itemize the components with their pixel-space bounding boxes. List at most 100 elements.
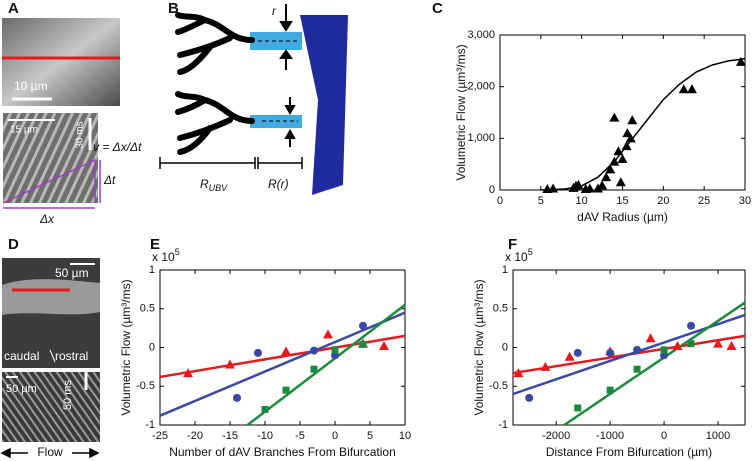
point [735, 56, 746, 66]
point [633, 345, 642, 354]
point [605, 164, 616, 174]
panel-label: F [508, 236, 517, 253]
panel-label: C [432, 0, 443, 17]
point [574, 404, 582, 412]
panel-label: A [8, 0, 19, 17]
x-tick-label: -25 [152, 430, 168, 442]
x-tick-label: 0 [497, 195, 503, 207]
divider [49, 349, 56, 363]
multiplier-base: x 10 [505, 250, 528, 264]
point [622, 128, 633, 138]
dt-label: Δt [103, 173, 116, 187]
point [713, 338, 724, 348]
kymograph [3, 113, 98, 203]
scale-label: 10 µm [14, 79, 48, 93]
x-tick-label: 10 [399, 430, 411, 442]
x-tick-label: -10 [257, 430, 273, 442]
point [660, 346, 668, 354]
y-tick-label: 0 [149, 341, 155, 353]
rubv-base: R [200, 177, 209, 191]
x-tick-label: 15 [616, 195, 628, 207]
x-tick-label: -1000 [596, 430, 624, 442]
y-axis-label: Volumetric Flow (µm³/ms) [119, 279, 133, 415]
point [331, 346, 339, 354]
x-tick-label: 20 [657, 195, 669, 207]
rr-label: R(r) [268, 177, 289, 191]
flow-label: Flow [37, 445, 63, 459]
point [254, 348, 262, 357]
x-tick-label: 0 [332, 430, 338, 442]
multiplier-exponent: 5 [528, 247, 533, 257]
point [613, 146, 624, 156]
point [379, 340, 389, 350]
y-axis-label: Volumetric Flow (µm³/ms) [454, 44, 468, 180]
point [633, 365, 641, 373]
plot-frame [512, 269, 746, 426]
point [687, 321, 696, 330]
point [573, 348, 582, 357]
x-tick-label: -15 [222, 430, 238, 442]
x-tick-label: -20 [187, 430, 203, 442]
point [310, 346, 318, 355]
point [645, 333, 656, 343]
point [513, 368, 524, 378]
x-axis-label: dAV Radius (µm) [577, 210, 668, 224]
x-tick-label: 30 [739, 195, 751, 207]
y-tick-label: 0.5 [493, 303, 508, 315]
y-tick-label: 3,000 [467, 29, 495, 41]
y-tick-label: 0 [489, 184, 495, 196]
x-tick-label: 0 [661, 430, 667, 442]
point [686, 84, 697, 94]
equation: v = Δx/Δt [93, 140, 142, 154]
x-axis-label: Distance From Bifurcation (µm) [546, 445, 712, 459]
point [310, 365, 318, 373]
panel-label: B [168, 0, 179, 17]
kymograph [2, 372, 100, 442]
time-label: 30 ms [75, 121, 86, 148]
point [609, 156, 620, 166]
point [548, 183, 559, 193]
point [621, 141, 632, 151]
triangle [2, 158, 96, 204]
panel-label: E [150, 236, 160, 253]
y-tick-label: 2,000 [467, 81, 495, 93]
point [282, 386, 290, 394]
scale-label: 50 µm [55, 266, 89, 280]
multiplier-exponent: 5 [175, 247, 180, 257]
point [609, 112, 620, 122]
panel-label: D [8, 236, 19, 253]
x-axis-label: Number of dAV Branches From Bifurcation [169, 445, 396, 459]
time-label: 50 ms [62, 380, 74, 410]
point [573, 179, 584, 189]
point [625, 133, 636, 143]
y-tick-label: -1 [498, 419, 508, 431]
image [2, 18, 120, 106]
arrows [279, 4, 296, 147]
y-tick-label: -0.5 [136, 380, 155, 392]
x-tick-label: 1000 [706, 430, 730, 442]
point [726, 340, 737, 350]
y-multiplier: x 105 [152, 247, 180, 264]
point [617, 154, 628, 163]
y-multiplier: x 105 [505, 247, 533, 264]
point [606, 386, 614, 394]
rostral-label: rostral [55, 349, 88, 363]
x-tick-label: -5 [295, 430, 305, 442]
point [261, 406, 269, 413]
fit-line [540, 58, 746, 191]
brackets [159, 157, 303, 169]
y-tick-label: -0.5 [489, 380, 508, 392]
point [359, 340, 367, 348]
y-tick-label: 0 [502, 341, 508, 353]
fit-line [159, 334, 406, 379]
point [281, 346, 291, 356]
fit-line [159, 311, 406, 417]
point [540, 361, 551, 371]
x-tick-label: -2000 [542, 430, 570, 442]
vessel [300, 15, 348, 195]
point [601, 172, 612, 182]
point [672, 340, 683, 350]
vessel-image [2, 279, 100, 315]
y-tick-label: 0.5 [140, 303, 155, 315]
x-tick-label: 5 [538, 195, 544, 207]
